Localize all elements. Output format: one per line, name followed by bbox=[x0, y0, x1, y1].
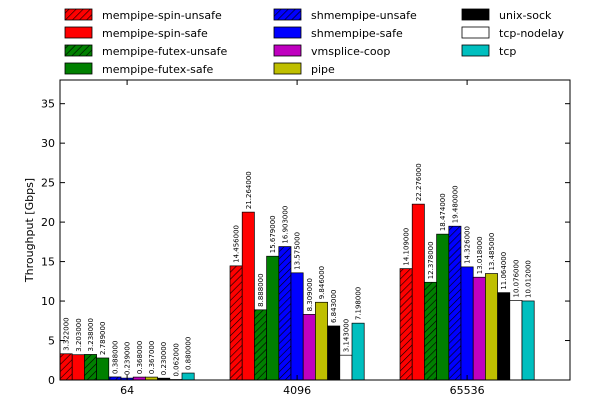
bar-hatch-mempipe-spin-unsafe-64 bbox=[60, 353, 73, 380]
y-tick-label: 15 bbox=[41, 256, 55, 269]
legend-label-mempipe-futex-unsafe: mempipe-futex-unsafe bbox=[102, 45, 227, 58]
value-label-tcp-4096: 7.198000 bbox=[355, 287, 363, 320]
value-label-pipe-65536: 13.485000 bbox=[488, 233, 496, 271]
value-label-unix-sock-4096: 6.843000 bbox=[330, 290, 338, 323]
bar-hatch-shmempipe-unsafe-4096 bbox=[278, 246, 291, 380]
value-label-vmsplice-coop-64: 0.368000 bbox=[136, 341, 144, 374]
y-tick-label: 25 bbox=[41, 177, 55, 190]
plot-frame bbox=[59, 79, 571, 381]
x-tick-label: 64 bbox=[120, 384, 134, 397]
bar-hatch-mempipe-spin-unsafe-65536 bbox=[400, 268, 413, 380]
bar-hatch-mempipe-futex-unsafe-64 bbox=[84, 354, 97, 380]
bar-shmempipe-safe-4096 bbox=[290, 272, 304, 381]
value-label-shmempipe-safe-65536: 14.326000 bbox=[464, 226, 472, 264]
legend-swatch-unix-sock bbox=[461, 8, 490, 21]
bar-tcp-4096 bbox=[351, 322, 365, 381]
bar-unix-sock-65536 bbox=[497, 292, 511, 381]
legend-swatch-mempipe-futex-safe bbox=[64, 62, 93, 75]
value-label-tcp-nodelay-64: 0.062000 bbox=[172, 343, 180, 376]
legend-swatch-hatch-shmempipe-unsafe bbox=[274, 9, 301, 20]
legend-label-vmsplice-coop: vmsplice-coop bbox=[311, 45, 390, 58]
legend-label-tcp: tcp bbox=[499, 45, 516, 58]
bar-tcp-65536 bbox=[521, 300, 535, 381]
legend-swatch-hatch-mempipe-spin-unsafe bbox=[65, 9, 92, 20]
value-label-mempipe-spin-unsafe-65536: 14.109000 bbox=[403, 228, 411, 266]
y-tick-label: 5 bbox=[48, 335, 55, 348]
bar-hatch-mempipe-spin-unsafe-4096 bbox=[230, 265, 243, 380]
bar-hatch-mempipe-futex-unsafe-4096 bbox=[254, 309, 267, 380]
bar-mempipe-futex-safe-4096 bbox=[266, 255, 280, 381]
value-label-pipe-4096: 9.846000 bbox=[318, 266, 326, 299]
value-label-mempipe-futex-unsafe-65536: 12.378000 bbox=[427, 241, 435, 279]
bar-vmsplice-coop-65536 bbox=[472, 276, 486, 381]
value-label-mempipe-futex-unsafe-4096: 8.888000 bbox=[257, 273, 265, 306]
y-tick-label: 0 bbox=[48, 374, 55, 387]
value-label-shmempipe-safe-4096: 13.575000 bbox=[294, 232, 302, 270]
value-label-tcp-nodelay-4096: 3.143000 bbox=[342, 319, 350, 352]
bar-tcp-nodelay-65536 bbox=[509, 300, 523, 381]
bar-pipe-65536 bbox=[485, 273, 498, 381]
value-label-tcp-64: 0.880000 bbox=[185, 337, 193, 370]
bar-hatch-shmempipe-unsafe-65536 bbox=[448, 226, 461, 380]
bar-unix-sock-4096 bbox=[327, 325, 341, 381]
value-label-vmsplice-coop-4096: 8.309000 bbox=[306, 278, 314, 311]
value-label-unix-sock-64: 0.230000 bbox=[160, 342, 168, 375]
value-label-shmempipe-unsafe-64: 0.388000 bbox=[111, 341, 119, 374]
bar-pipe-4096 bbox=[315, 301, 328, 381]
value-label-shmempipe-unsafe-4096: 16.903000 bbox=[281, 206, 289, 244]
bar-tcp-nodelay-4096 bbox=[339, 354, 353, 381]
legend-swatch-hatch-mempipe-futex-unsafe bbox=[65, 45, 92, 56]
legend-label-tcp-nodelay: tcp-nodelay bbox=[499, 27, 565, 40]
value-label-mempipe-futex-safe-4096: 15.679000 bbox=[269, 215, 277, 253]
value-label-shmempipe-unsafe-65536: 19.480000 bbox=[451, 185, 459, 223]
legend-label-pipe: pipe bbox=[311, 63, 335, 76]
value-label-tcp-65536: 10.012000 bbox=[525, 260, 533, 298]
bar-vmsplice-coop-4096 bbox=[302, 314, 316, 381]
x-tick-label: 65536 bbox=[450, 384, 485, 397]
legend-label-shmempipe-unsafe: shmempipe-unsafe bbox=[311, 9, 417, 22]
bar-mempipe-spin-safe-64 bbox=[71, 354, 85, 381]
y-axis-label: Throughput [Gbps] bbox=[23, 178, 36, 283]
bar-shmempipe-safe-65536 bbox=[460, 266, 474, 381]
x-tick-label: 4096 bbox=[283, 384, 311, 397]
value-label-mempipe-spin-safe-4096: 21.264000 bbox=[245, 171, 253, 209]
value-label-pipe-64: 0.367000 bbox=[148, 341, 156, 374]
legend-label-mempipe-spin-unsafe: mempipe-spin-unsafe bbox=[102, 9, 222, 22]
y-tick-label: 10 bbox=[41, 295, 55, 308]
value-label-mempipe-spin-safe-65536: 22.276000 bbox=[415, 163, 423, 201]
bar-mempipe-futex-safe-64 bbox=[96, 357, 110, 381]
bar-mempipe-spin-safe-4096 bbox=[241, 211, 255, 381]
legend-swatch-pipe bbox=[273, 62, 302, 75]
legend-swatch-vmsplice-coop bbox=[273, 44, 302, 57]
plot-area: 3.322000 14.456000 14.109000 3.203000 21.264… bbox=[41, 79, 571, 397]
legend-swatch-tcp bbox=[461, 44, 490, 57]
legend: mempipe-spin-unsafe mempipe-spin-safe memp… bbox=[64, 8, 565, 76]
value-label-unix-sock-65536: 11.064000 bbox=[500, 252, 508, 290]
value-label-mempipe-spin-unsafe-64: 3.322000 bbox=[63, 317, 71, 350]
value-label-mempipe-spin-unsafe-4096: 14.456000 bbox=[233, 225, 241, 263]
value-label-mempipe-futex-safe-64: 2.789000 bbox=[99, 322, 107, 355]
bar-mempipe-spin-safe-65536 bbox=[411, 203, 425, 381]
bar-tcp-64 bbox=[181, 372, 195, 381]
legend-swatch-tcp-nodelay bbox=[461, 26, 490, 39]
y-tick-label: 20 bbox=[41, 216, 55, 229]
legend-label-mempipe-spin-safe: mempipe-spin-safe bbox=[102, 27, 208, 40]
value-label-mempipe-futex-unsafe-64: 3.238000 bbox=[87, 318, 95, 351]
value-label-shmempipe-safe-64: 0.239000 bbox=[124, 342, 132, 375]
bar-hatch-shmempipe-unsafe-64 bbox=[108, 376, 121, 380]
bar-hatch-mempipe-futex-unsafe-65536 bbox=[424, 282, 437, 380]
value-label-mempipe-spin-safe-64: 3.203000 bbox=[75, 318, 83, 351]
value-label-vmsplice-coop-65536: 13.018000 bbox=[476, 236, 484, 274]
bar-mempipe-futex-safe-65536 bbox=[436, 233, 450, 381]
y-tick-label: 35 bbox=[41, 98, 55, 111]
legend-swatch-shmempipe-safe bbox=[273, 26, 302, 39]
value-label-tcp-nodelay-65536: 10.076000 bbox=[512, 260, 520, 298]
value-label-mempipe-futex-safe-65536: 18.474000 bbox=[439, 193, 447, 231]
y-tick-label: 30 bbox=[41, 137, 55, 150]
legend-label-unix-sock: unix-sock bbox=[499, 9, 552, 22]
legend-label-shmempipe-safe: shmempipe-safe bbox=[311, 27, 403, 40]
legend-swatch-mempipe-spin-safe bbox=[64, 26, 93, 39]
legend-label-mempipe-futex-safe: mempipe-futex-safe bbox=[102, 63, 214, 76]
